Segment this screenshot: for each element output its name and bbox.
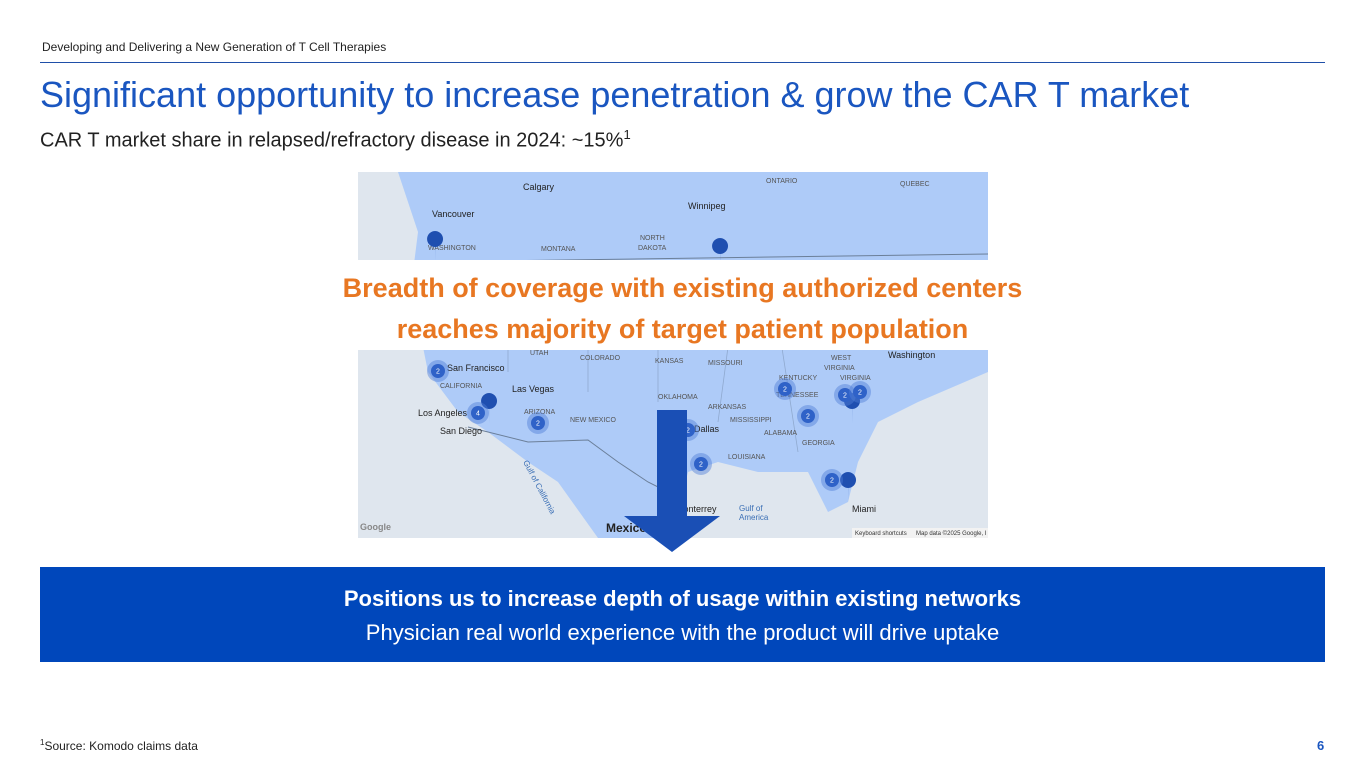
banner: Positions us to increase depth of usage … <box>40 567 1325 662</box>
footnote-marker: 1 <box>40 738 45 747</box>
region-label: TENNESSEE <box>776 392 819 399</box>
banner-subline: Physician real world experience with the… <box>365 620 1000 645</box>
city-label: Los Angeles <box>418 408 468 418</box>
cluster-count: 2 <box>686 428 690 435</box>
region-label: ALABAMA <box>764 430 797 437</box>
footnote-text: Source: Komodo claims data <box>44 739 198 753</box>
region-label: QUEBEC <box>900 181 930 188</box>
city-label: Miami <box>852 504 876 514</box>
cluster <box>801 409 815 423</box>
pin <box>481 393 498 424</box>
city-label: San Diego <box>440 426 482 436</box>
footnote-ref: 1 <box>623 127 631 142</box>
cluster <box>694 457 708 471</box>
city-label: Gulf of <box>739 504 763 513</box>
cluster <box>471 406 485 420</box>
subtitle: CAR T market share in relapsed/refractor… <box>40 127 631 153</box>
city-label: America <box>739 513 769 522</box>
cluster <box>431 364 445 378</box>
city-label: Las Vegas <box>512 384 555 394</box>
cluster-count: 4 <box>476 411 480 418</box>
cluster-count: 2 <box>783 387 787 394</box>
pin <box>840 472 857 503</box>
cluster-count: 2 <box>536 421 540 428</box>
region-label: WEST <box>831 355 852 362</box>
region-label: MISSISSIPPI <box>730 417 772 424</box>
map-data-credit: Map data ©2025 Google, I <box>916 530 987 537</box>
region-label: GEORGIA <box>802 440 835 447</box>
map-logo: Google <box>360 522 391 532</box>
cluster-count: 2 <box>843 393 847 400</box>
region-label: KANSAS <box>655 358 684 365</box>
region-label: ARIZONA <box>524 409 555 416</box>
callout: Breadth of coverage with existing author… <box>260 268 1105 350</box>
cluster-count: 2 <box>806 414 810 421</box>
cluster-count: 2 <box>830 478 834 485</box>
region-label: MONTANA <box>541 246 576 253</box>
header-rule <box>40 62 1325 63</box>
city-label: Winnipeg <box>688 201 726 211</box>
city-label: San Francisco <box>447 363 505 373</box>
attribution-bg <box>852 528 988 538</box>
region-label: NEW MEXICO <box>570 417 616 424</box>
city-label: Washington <box>888 350 935 360</box>
cluster-count: 2 <box>436 369 440 376</box>
pin <box>712 238 729 269</box>
region-label: UTAH <box>530 350 549 357</box>
city-label: Calgary <box>523 182 555 192</box>
pin <box>427 231 444 262</box>
region-label: MISSOURI <box>708 360 743 367</box>
page-number: 6 <box>1317 738 1325 753</box>
arrow <box>624 410 720 552</box>
region-label: ONTARIO <box>766 178 798 185</box>
banner-headline: Positions us to increase depth of usage … <box>343 586 1022 611</box>
city-label: Vancouver <box>432 209 474 219</box>
cluster-count: 2 <box>858 390 862 397</box>
callout-line: reaches majority of target patient popul… <box>396 314 969 344</box>
title: Significant opportunity to increase pene… <box>40 74 1190 115</box>
city-label: Monterrey <box>676 504 717 514</box>
region-label: KENTUCKY <box>779 375 817 382</box>
region-label: CALIFORNIA <box>440 383 482 390</box>
footnote: 1Source: Komodo claims data <box>40 738 198 753</box>
subtitle-text: CAR T market share in relapsed/refractor… <box>40 129 624 152</box>
region-label: WASHINGTON <box>428 245 476 252</box>
region-label: VIRGINIA <box>824 365 855 372</box>
tagline: Developing and Delivering a New Generati… <box>42 40 387 54</box>
cluster <box>853 385 867 399</box>
region-label: DAKOTA <box>638 245 667 252</box>
arrow-shape <box>624 410 720 552</box>
city-label: Dallas <box>694 424 720 434</box>
callout-line: Breadth of coverage with existing author… <box>342 273 1023 303</box>
cluster <box>531 416 545 430</box>
cluster <box>825 473 839 487</box>
region-label: NORTH <box>640 235 665 242</box>
cluster-count: 2 <box>699 462 703 469</box>
map-shortcuts: Keyboard shortcuts <box>855 531 907 537</box>
region-label: LOUISIANA <box>728 454 766 461</box>
callout-bg <box>358 260 988 350</box>
region-label: VIRGINIA <box>840 375 871 382</box>
cluster <box>838 388 852 402</box>
cluster <box>778 382 792 396</box>
region-label: ARKANSAS <box>708 404 746 411</box>
border <box>467 426 669 493</box>
region-label: COLORADO <box>580 355 621 362</box>
region-label: OKLAHOMA <box>658 394 698 401</box>
